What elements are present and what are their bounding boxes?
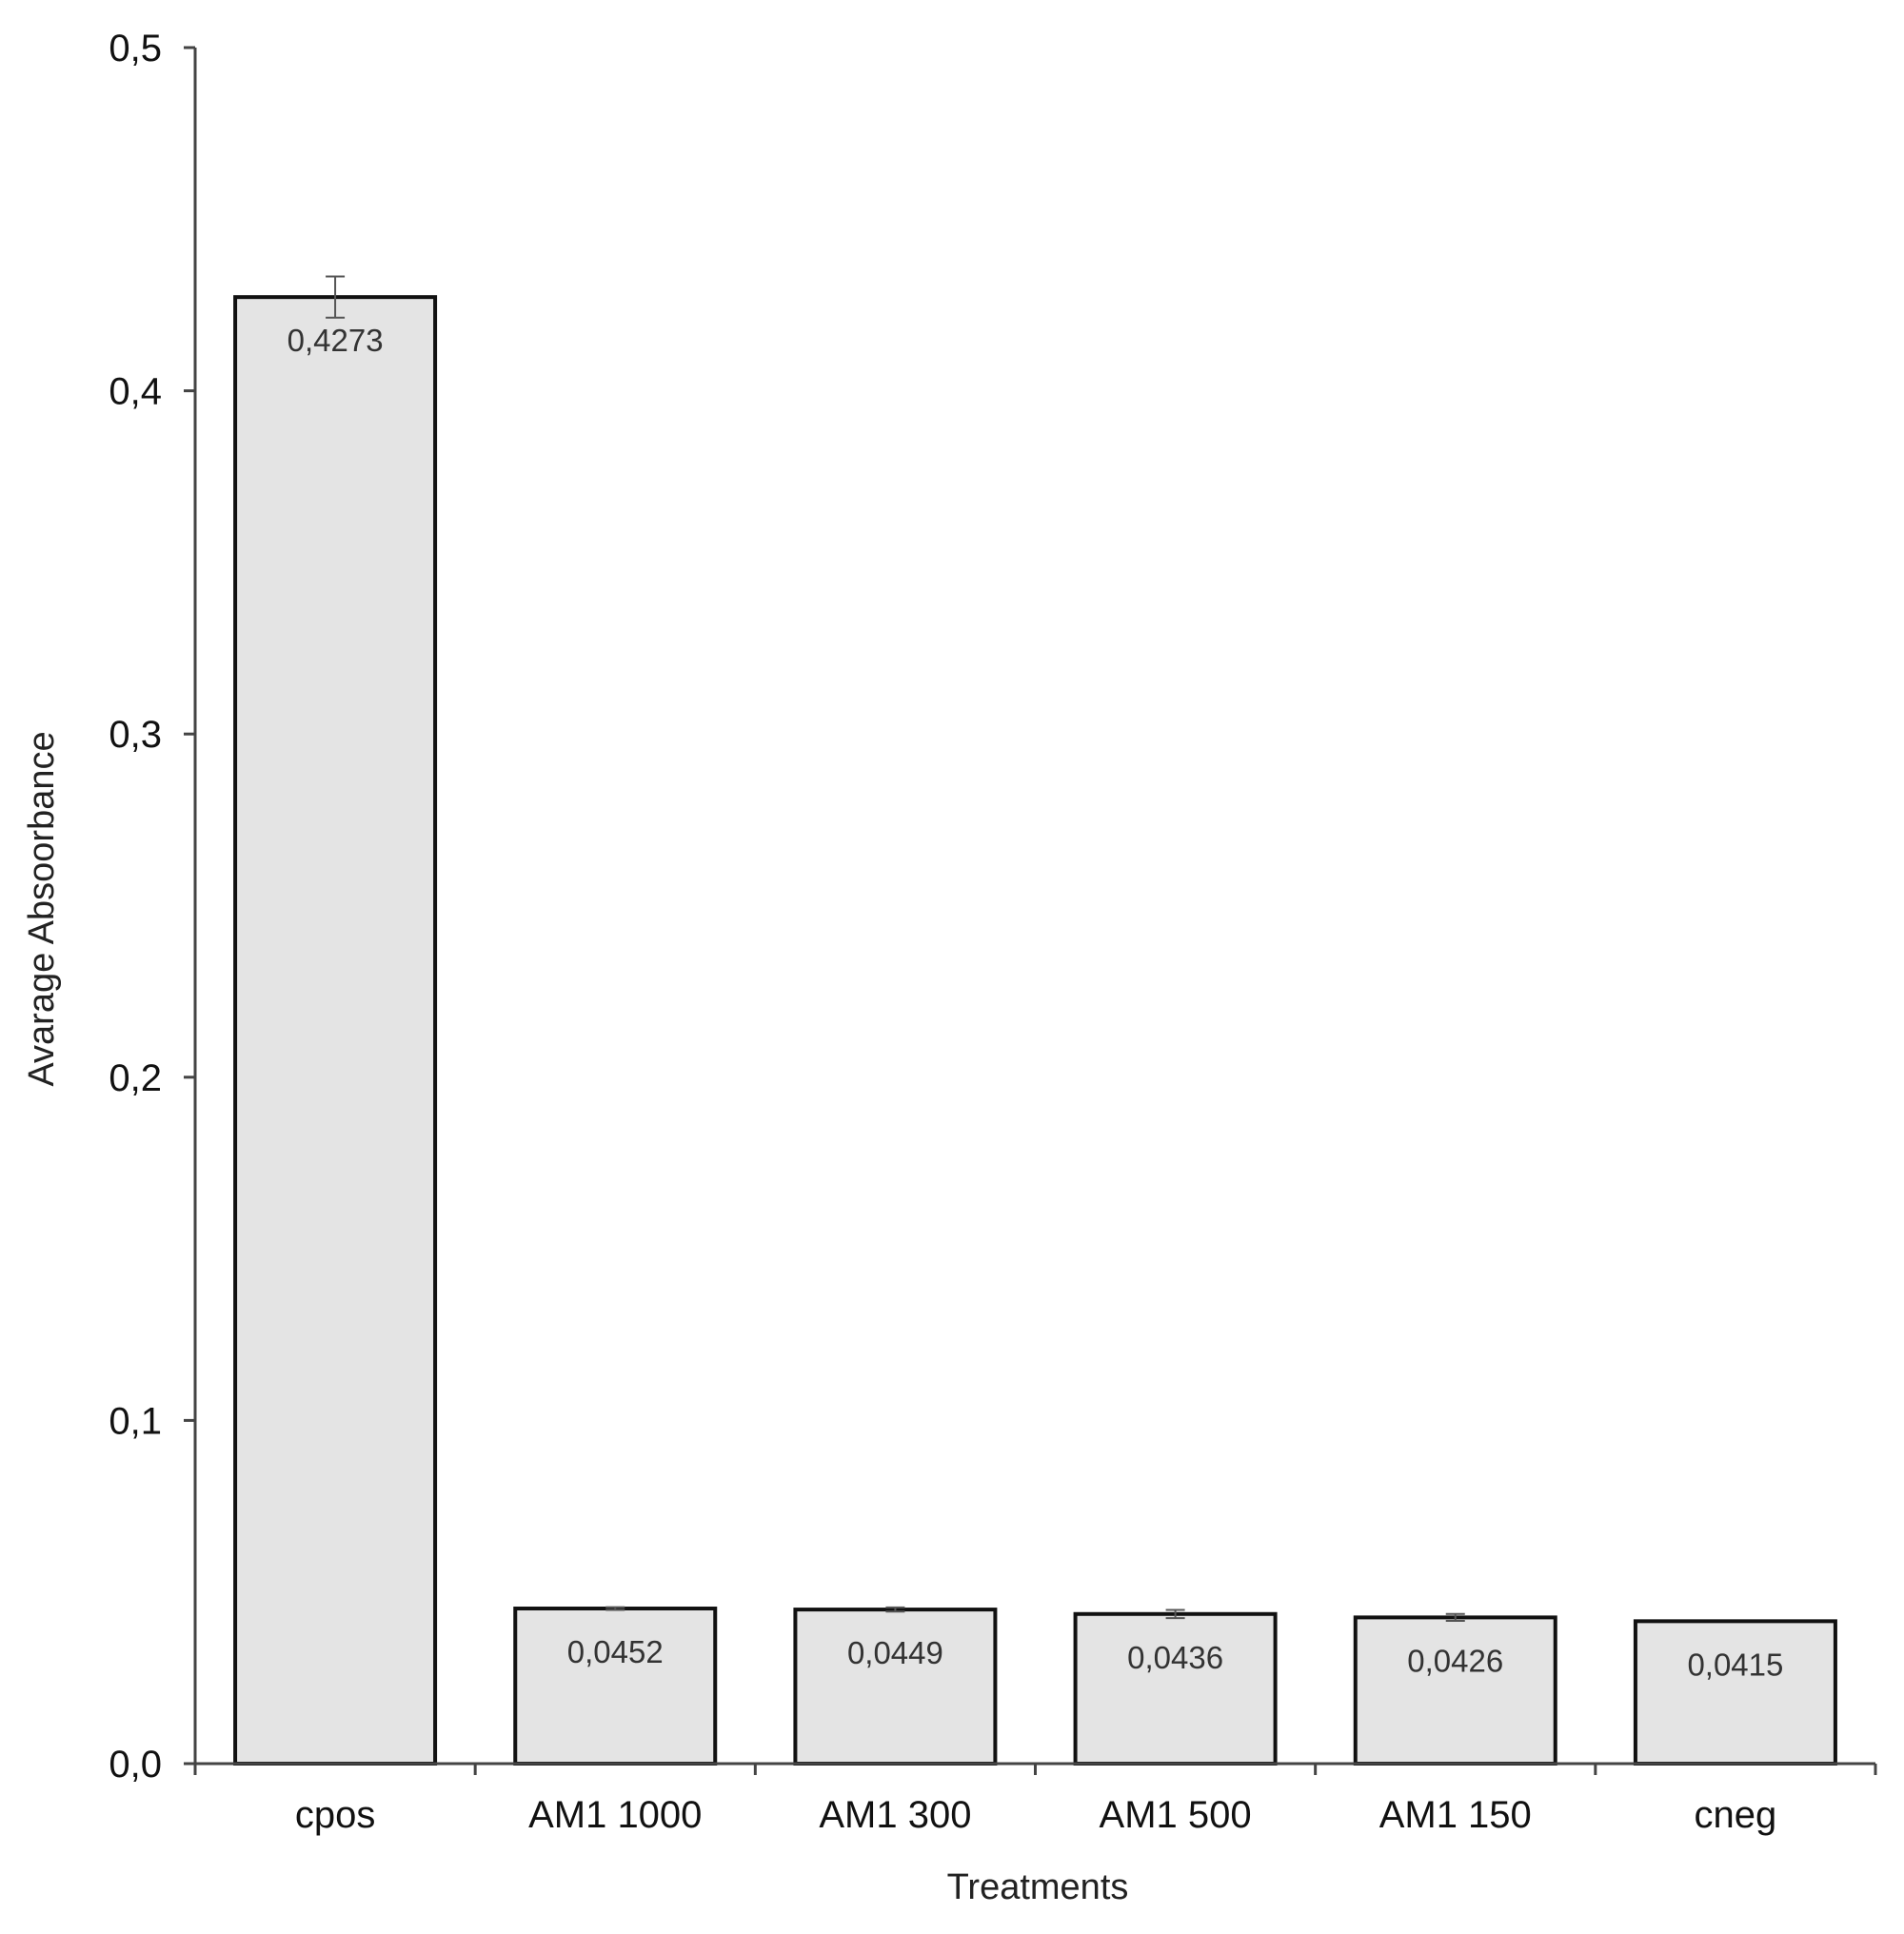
y-tick-label-3: 0,3 [109, 714, 162, 756]
data-label-2: 0,0449 [847, 1635, 943, 1670]
category-label-4: AM1 150 [1379, 1794, 1532, 1836]
data-label-1: 0,0452 [567, 1634, 664, 1669]
data-label-3: 0,0436 [1127, 1640, 1223, 1675]
bar-2 [793, 1608, 998, 1766]
data-label-0: 0,4273 [288, 323, 384, 358]
bar-0 [233, 295, 438, 1766]
category-label-5: cneg [1695, 1794, 1777, 1836]
category-label-3: AM1 500 [1100, 1794, 1252, 1836]
y-tick-label-1: 0,1 [109, 1400, 162, 1442]
y-tick-label-4: 0,4 [109, 371, 162, 413]
bar-4 [1353, 1615, 1557, 1766]
x-axis-title: Treatments [947, 1867, 1129, 1907]
axes-layer [184, 46, 1877, 1775]
bar-3 [1073, 1611, 1278, 1766]
data-label-5: 0,0415 [1687, 1647, 1783, 1682]
category-label-1: AM1 1000 [528, 1794, 702, 1836]
bars-layer [233, 275, 1837, 1766]
bar-1 [513, 1607, 718, 1766]
y-tick-label-0: 0,0 [109, 1744, 162, 1786]
y-tick-label-2: 0,2 [109, 1057, 162, 1099]
category-label-0: cpos [295, 1794, 376, 1836]
category-label-2: AM1 300 [819, 1794, 971, 1836]
y-tick-label-5: 0,5 [109, 28, 162, 69]
data-label-4: 0,0426 [1407, 1643, 1503, 1678]
bar-5 [1633, 1619, 1837, 1766]
labels-layer: 0,4273 cpos 0,0452 AM1 1000 0,0449 AM1 300 0,0… [109, 28, 1783, 1836]
y-axis-title: Avarage Absoorbance [22, 731, 62, 1086]
